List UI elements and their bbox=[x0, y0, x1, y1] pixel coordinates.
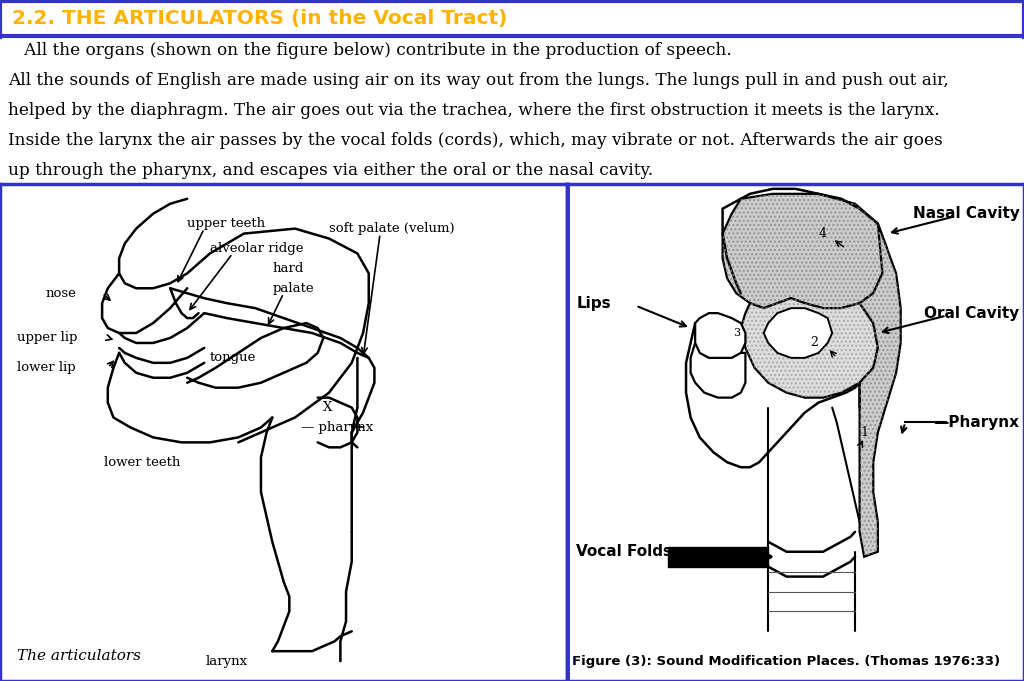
Text: Figure (3): Sound Modification Places. (Thomas 1976:33): Figure (3): Sound Modification Places. (… bbox=[571, 654, 1000, 667]
Polygon shape bbox=[859, 223, 901, 557]
Text: — pharynx: — pharynx bbox=[301, 421, 373, 434]
Text: Inside the larynx the air passes by the vocal folds (cords), which, may vibrate : Inside the larynx the air passes by the … bbox=[8, 132, 943, 149]
Text: tongue: tongue bbox=[210, 351, 256, 364]
Text: alveolar ridge: alveolar ridge bbox=[210, 242, 303, 255]
Text: helped by the diaphragm. The air goes out via the trachea, where the first obstr: helped by the diaphragm. The air goes ou… bbox=[8, 102, 940, 119]
Text: 2: 2 bbox=[810, 336, 818, 349]
Text: hard: hard bbox=[272, 262, 304, 275]
Text: The articulators: The articulators bbox=[17, 649, 141, 663]
Polygon shape bbox=[740, 298, 878, 398]
Text: up through the pharynx, and escapes via either the oral or the nasal cavity.: up through the pharynx, and escapes via … bbox=[8, 162, 653, 179]
Text: upper teeth: upper teeth bbox=[187, 217, 265, 230]
Polygon shape bbox=[764, 308, 833, 358]
Text: Nasal Cavity: Nasal Cavity bbox=[912, 206, 1020, 221]
Text: Lips: Lips bbox=[577, 296, 611, 311]
Text: Vocal Folds: Vocal Folds bbox=[577, 544, 673, 559]
Text: lower teeth: lower teeth bbox=[103, 456, 180, 469]
Polygon shape bbox=[695, 313, 745, 358]
Polygon shape bbox=[723, 194, 887, 308]
Text: 4: 4 bbox=[819, 227, 827, 240]
Text: lower lip: lower lip bbox=[17, 362, 76, 375]
Text: 1: 1 bbox=[860, 426, 868, 439]
Text: All the organs (shown on the figure below) contribute in the production of speec: All the organs (shown on the figure belo… bbox=[8, 42, 732, 59]
Text: X: X bbox=[324, 401, 333, 414]
Text: 2.2. THE ARTICULATORS (in the Vocal Tract): 2.2. THE ARTICULATORS (in the Vocal Trac… bbox=[12, 10, 508, 28]
Text: —Pharynx: —Pharynx bbox=[934, 415, 1020, 430]
Text: Oral Cavity: Oral Cavity bbox=[925, 306, 1020, 321]
Text: larynx: larynx bbox=[206, 654, 248, 667]
Text: palate: palate bbox=[272, 282, 314, 295]
Text: nose: nose bbox=[45, 287, 76, 300]
Text: upper lip: upper lip bbox=[17, 332, 78, 345]
Text: 3: 3 bbox=[733, 328, 739, 338]
Text: soft palate (velum): soft palate (velum) bbox=[329, 222, 455, 235]
Text: All the sounds of English are made using air on its way out from the lungs. The : All the sounds of English are made using… bbox=[8, 72, 949, 89]
